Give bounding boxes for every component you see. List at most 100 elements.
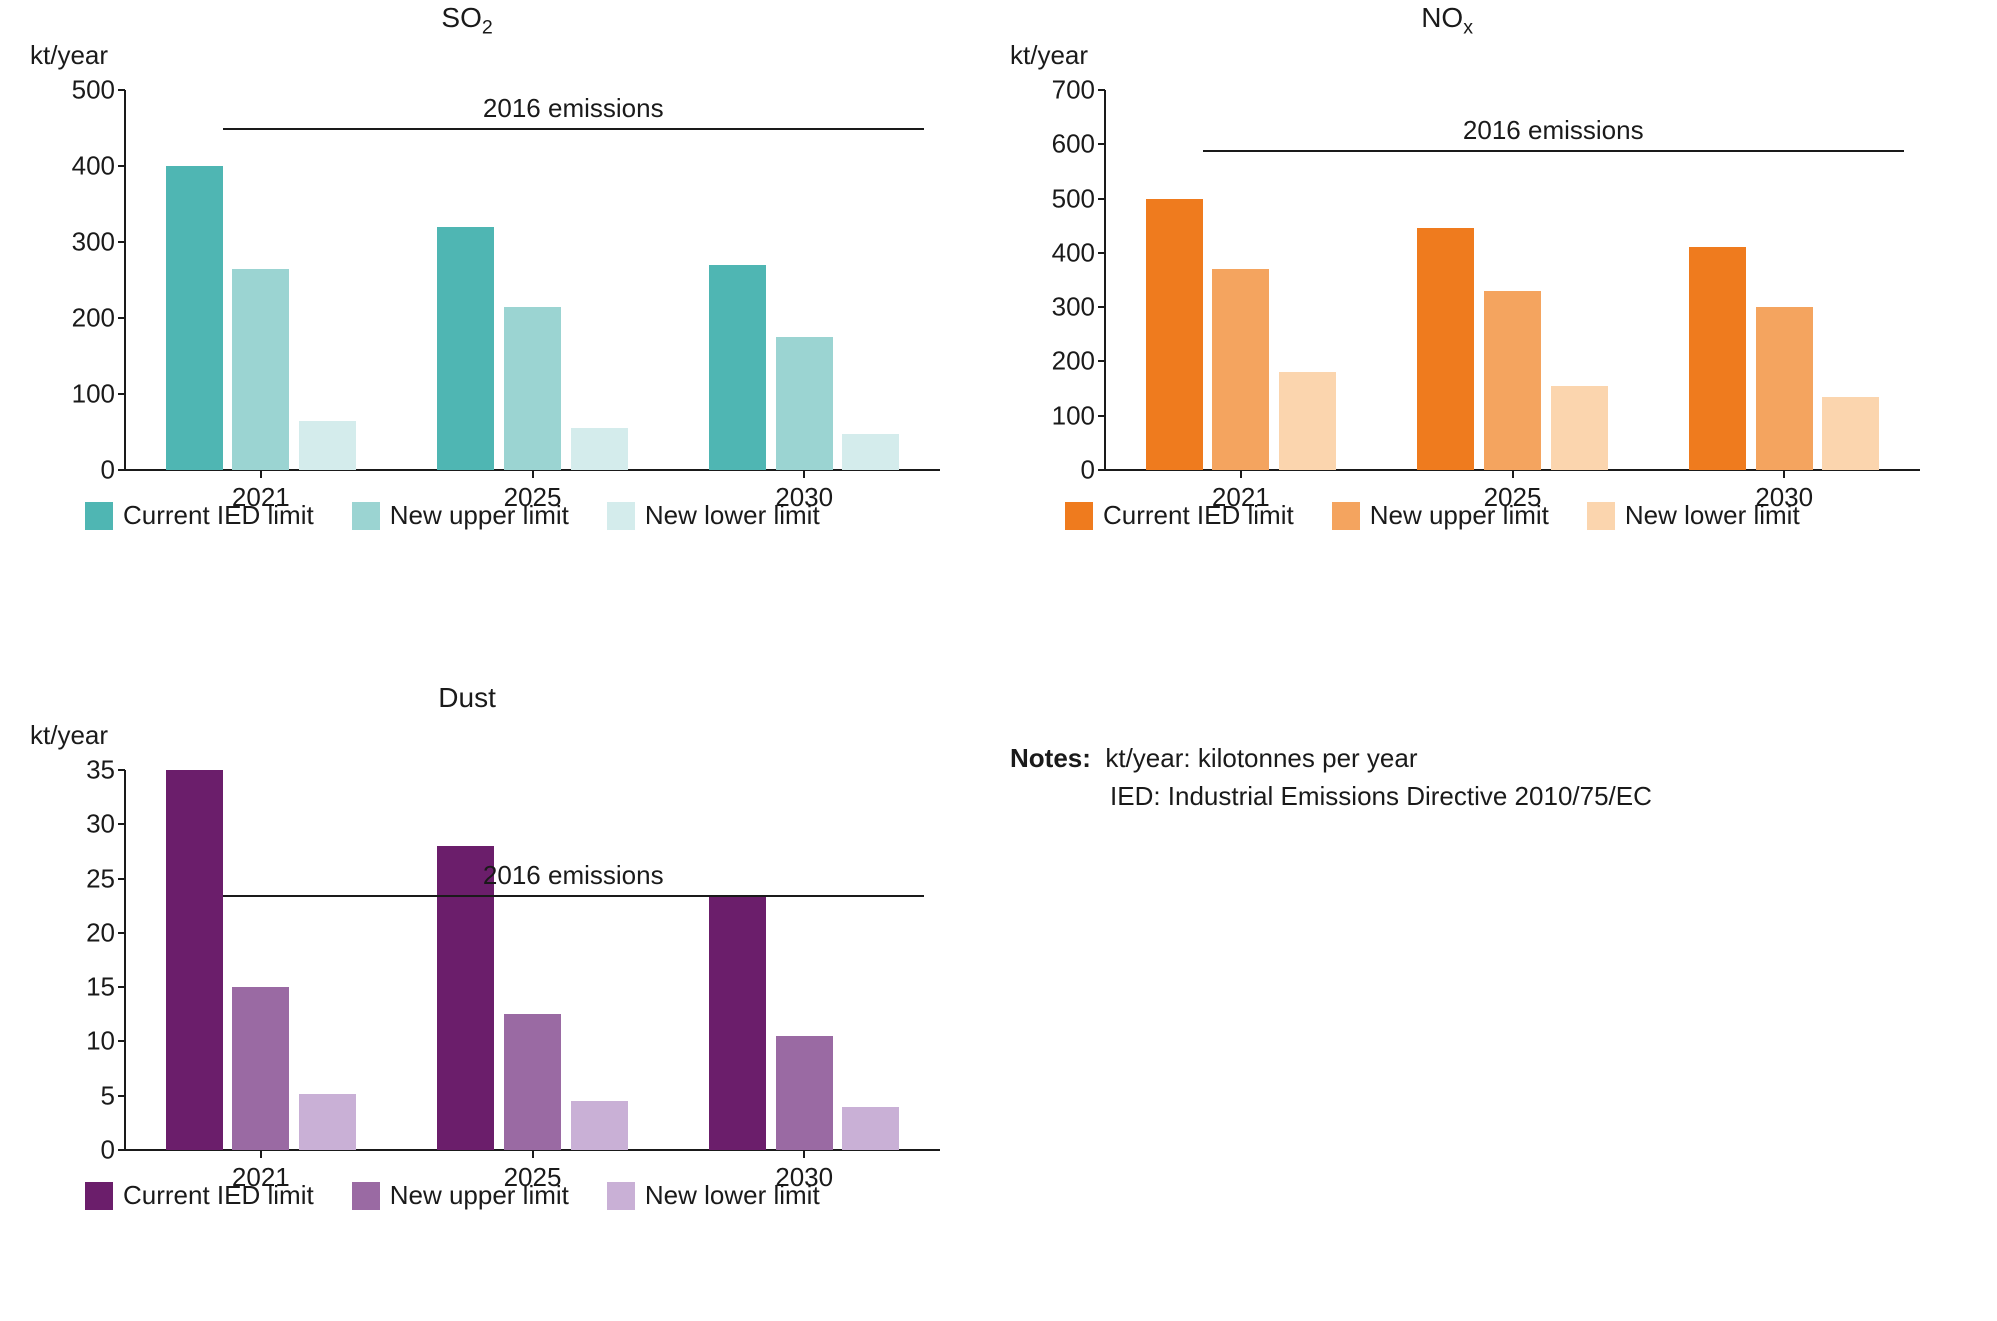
legend: Current IED limit New upper limit New lowe…	[1065, 500, 1800, 531]
bar-ied	[166, 166, 223, 470]
y-tick-label: 200	[1052, 346, 1105, 377]
legend-label: New upper limit	[1370, 500, 1549, 531]
y-axis-unit: kt/year	[30, 720, 108, 751]
bar-upper	[776, 337, 833, 470]
y-tick-label: 600	[1052, 129, 1105, 160]
chart-panel-so2: SO2 kt/year 010020030040050020212025203020…	[30, 0, 960, 590]
reference-label: 2016 emissions	[1463, 115, 1644, 150]
bar-ied	[709, 265, 766, 470]
legend-swatch	[607, 1182, 635, 1210]
bar-ied	[709, 895, 766, 1150]
bar-upper	[504, 307, 561, 470]
bar-lower	[299, 1094, 356, 1150]
legend-swatch	[1332, 502, 1360, 530]
bar-upper	[1212, 269, 1269, 470]
plot-area: 01002003004005006007002021202520302016 e…	[1105, 90, 1920, 470]
x-tick-mark	[803, 1150, 805, 1158]
bar-lower	[842, 1107, 899, 1150]
bar-ied	[1417, 228, 1474, 470]
chart-title: SO2	[441, 2, 492, 40]
legend-item-lower: New lower limit	[1587, 500, 1800, 531]
y-tick-label: 700	[1052, 75, 1105, 106]
x-tick-mark	[532, 1150, 534, 1158]
legend-label: Current IED limit	[123, 1180, 314, 1211]
reference-line	[223, 128, 924, 130]
legend-item-upper: New upper limit	[1332, 500, 1549, 531]
legend-swatch	[1587, 502, 1615, 530]
bar-lower	[1551, 386, 1608, 470]
legend-label: Current IED limit	[1103, 500, 1294, 531]
y-tick-label: 400	[72, 151, 125, 182]
legend-swatch	[85, 1182, 113, 1210]
legend-swatch	[1065, 502, 1093, 530]
legend-swatch	[352, 1182, 380, 1210]
chart-title: Dust	[438, 682, 496, 714]
legend-item-upper: New upper limit	[352, 500, 569, 531]
reference-line	[1203, 150, 1904, 152]
legend-label: New upper limit	[390, 500, 569, 531]
bar-lower	[842, 434, 899, 470]
bar-lower	[299, 421, 356, 470]
legend-label: Current IED limit	[123, 500, 314, 531]
x-tick-mark	[1783, 470, 1785, 478]
legend-swatch	[607, 502, 635, 530]
y-tick-label: 400	[1052, 237, 1105, 268]
bar-lower	[1279, 372, 1336, 470]
y-axis	[124, 770, 126, 1150]
bar-lower	[571, 428, 628, 470]
reference-label: 2016 emissions	[483, 93, 664, 128]
bar-upper	[1756, 307, 1813, 470]
bar-ied	[166, 770, 223, 1150]
bar-lower	[1822, 397, 1879, 470]
y-axis	[124, 90, 126, 470]
legend-item-lower: New lower limit	[607, 500, 820, 531]
notes-line: kt/year: kilotonnes per year	[1105, 743, 1417, 773]
bar-ied	[1689, 247, 1746, 470]
legend-item-ied: Current IED limit	[1065, 500, 1294, 531]
notes-block: Notes: kt/year: kilotonnes per year IED:…	[1010, 740, 1652, 815]
y-tick-label: 500	[72, 75, 125, 106]
legend: Current IED limit New upper limit New lowe…	[85, 500, 820, 531]
legend-label: New upper limit	[390, 1180, 569, 1211]
bar-upper	[776, 1036, 833, 1150]
chart-panel-dust: Dust kt/year 05101520253035202120252030201…	[30, 680, 960, 1270]
bar-ied	[1146, 199, 1203, 470]
legend-swatch	[85, 502, 113, 530]
x-tick-mark	[260, 1150, 262, 1158]
y-tick-label: 100	[72, 379, 125, 410]
legend-item-upper: New upper limit	[352, 1180, 569, 1211]
x-tick-mark	[803, 470, 805, 478]
y-tick-label: 300	[1052, 292, 1105, 323]
bar-upper	[232, 987, 289, 1150]
bar-upper	[504, 1014, 561, 1150]
bar-upper	[1484, 291, 1541, 470]
notes-line: IED: Industrial Emissions Directive 2010…	[1110, 781, 1652, 811]
legend-label: New lower limit	[1625, 500, 1800, 531]
chart-panel-nox: NOx kt/year 010020030040050060070020212025…	[1010, 0, 1940, 590]
legend-label: New lower limit	[645, 1180, 820, 1211]
legend-label: New lower limit	[645, 500, 820, 531]
bar-lower	[571, 1101, 628, 1150]
notes-label: Notes:	[1010, 743, 1105, 773]
y-axis-unit: kt/year	[30, 40, 108, 71]
plot-area: 01002003004005002021202520302016 emissio…	[125, 90, 940, 470]
y-tick-label: 100	[1052, 400, 1105, 431]
y-axis	[1104, 90, 1106, 470]
legend-swatch	[352, 502, 380, 530]
legend-item-ied: Current IED limit	[85, 1180, 314, 1211]
y-tick-label: 200	[72, 303, 125, 334]
y-tick-label: 300	[72, 227, 125, 258]
reference-label: 2016 emissions	[483, 860, 664, 895]
legend-item-ied: Current IED limit	[85, 500, 314, 531]
x-tick-mark	[1512, 470, 1514, 478]
chart-title: NOx	[1421, 2, 1473, 40]
reference-line	[223, 895, 924, 897]
bar-upper	[232, 269, 289, 470]
plot-area: 051015202530352021202520302016 emissions	[125, 770, 940, 1150]
notes-indent	[1010, 778, 1110, 816]
x-tick-mark	[532, 470, 534, 478]
y-tick-label: 500	[1052, 183, 1105, 214]
y-axis-unit: kt/year	[1010, 40, 1088, 71]
x-tick-mark	[1240, 470, 1242, 478]
legend-item-lower: New lower limit	[607, 1180, 820, 1211]
